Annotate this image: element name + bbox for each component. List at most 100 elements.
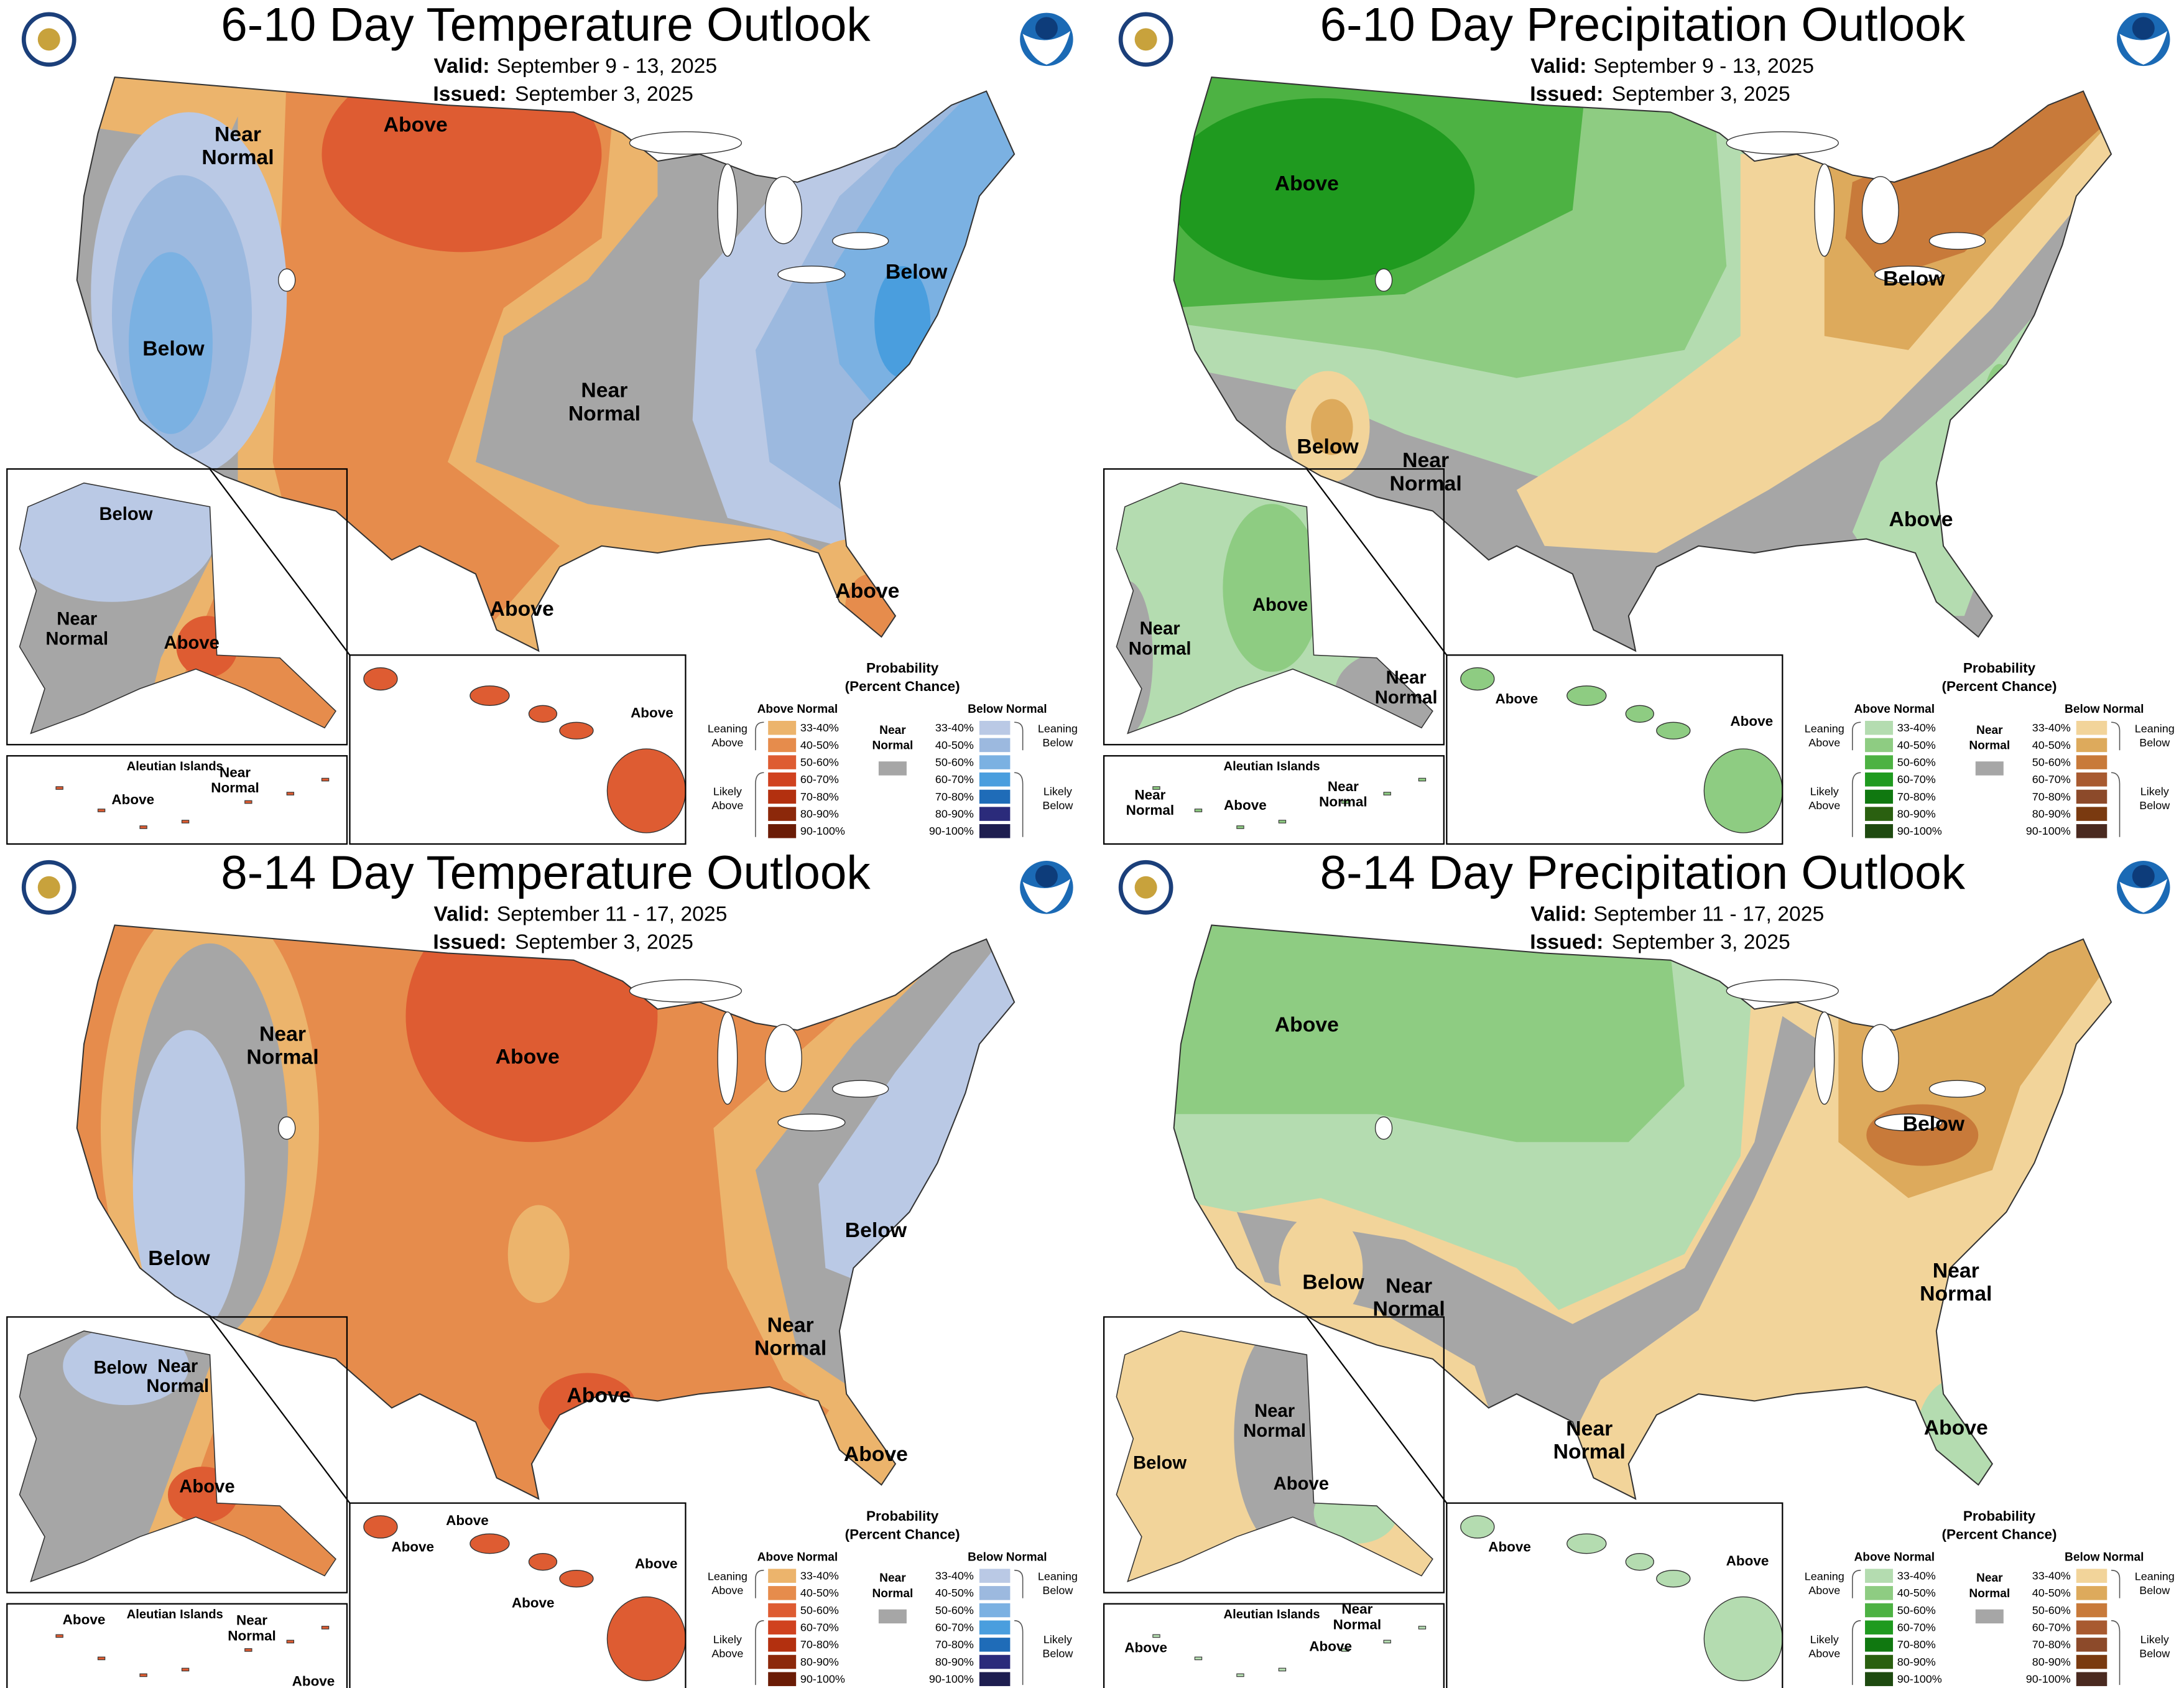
region-label: Near — [1134, 787, 1165, 802]
region-label: Normal — [1553, 1440, 1626, 1463]
legend-swatch — [1975, 1609, 2004, 1624]
legend-swatch — [1865, 1672, 1894, 1686]
legend-swatch — [2076, 738, 2108, 753]
legend-text: Probability — [866, 1508, 939, 1524]
lake — [764, 1024, 802, 1092]
hawaii-inset-box — [1446, 1502, 1784, 1688]
valid-dates: September 9 - 13, 2025 — [1594, 54, 1814, 78]
aleutian-island — [1152, 786, 1160, 790]
legend-swatch — [1865, 1586, 1894, 1600]
legend-swatch — [2076, 772, 2108, 787]
hawaii-island — [363, 1515, 398, 1539]
aleutian-island — [139, 825, 147, 829]
alaska-outline — [19, 1330, 336, 1582]
legend-text: 33-40% — [1897, 1570, 1936, 1582]
legend-text: 40-50% — [2032, 739, 2071, 751]
legend-text: 80-90% — [800, 808, 839, 820]
legend-swatch — [979, 1620, 1011, 1635]
legend-text: 60-70% — [2032, 1621, 2071, 1634]
legend-swatch — [2076, 1620, 2108, 1635]
doc-logo-center — [1134, 876, 1157, 899]
region-label: Near — [1566, 1417, 1613, 1440]
legend-text: Normal — [872, 740, 913, 753]
region-label: Near — [1386, 668, 1427, 688]
legend-text: 70-80% — [2032, 1638, 2071, 1651]
legend-text: 33-40% — [1897, 721, 1936, 734]
region-label: Above — [292, 1674, 335, 1688]
legend-text: Likely — [1043, 786, 1072, 798]
region-label: Near — [259, 1023, 306, 1046]
legend-swatch — [1865, 1569, 1894, 1583]
legend-text: 40-50% — [935, 1587, 974, 1599]
legend-text: 33-40% — [800, 1570, 839, 1582]
legend-text: 33-40% — [2032, 1570, 2071, 1582]
legend-text: 50-60% — [800, 756, 839, 768]
legend-swatch — [2076, 1638, 2108, 1652]
legend-swatch — [768, 1672, 797, 1686]
region-label: Above — [1488, 1539, 1531, 1555]
legend-text: Leaning — [1038, 722, 1078, 735]
region-label: Aleutian Islands — [1224, 1608, 1320, 1621]
region — [1173, 925, 1685, 1143]
region-label: Above — [844, 1442, 908, 1466]
region — [1223, 504, 1321, 672]
region-label: Near — [1341, 1602, 1372, 1617]
legend-text: Leaning — [708, 722, 747, 735]
aleutian-island — [181, 1667, 190, 1672]
legend-text: Likely — [1043, 1633, 1072, 1646]
region-label: Normal — [754, 1337, 826, 1360]
legend-swatch — [1865, 772, 1894, 787]
legend-text: 33-40% — [935, 1570, 974, 1582]
legend-swatch — [979, 772, 1011, 787]
region-label: Above — [384, 113, 448, 137]
legend-swatch — [979, 755, 1011, 769]
region-label: Near — [581, 379, 627, 402]
noaa-logo-top — [2132, 17, 2155, 40]
legend: Probability (Percent Chance) Above Normal B… — [708, 1508, 1078, 1686]
legend-swatch — [2076, 807, 2108, 821]
legend-text: Above — [1808, 736, 1840, 749]
valid-dates: September 11 - 17, 2025 — [497, 902, 728, 926]
aleutian-island — [139, 1673, 147, 1677]
legend-text: Above Normal — [757, 1551, 838, 1564]
region-label: Above — [111, 792, 154, 807]
legend: Probability (Percent Chance) Above Normal B… — [1805, 1508, 2175, 1686]
lake — [1928, 232, 1986, 250]
legend-swatch — [979, 1603, 1011, 1618]
hawaii-island — [559, 1569, 594, 1588]
legend: Probability (Percent Chance) Above Normal B… — [1805, 661, 2175, 838]
region-label: Below — [1133, 1453, 1187, 1473]
region-label: Near — [767, 1314, 814, 1337]
legend-text: Below Normal — [2065, 1551, 2144, 1564]
aleutian-island — [55, 1634, 63, 1638]
issued-label: Issued: — [1530, 82, 1603, 106]
hawaii-island — [470, 1533, 510, 1554]
legend-swatch — [979, 1654, 1011, 1669]
legend-text: Above Normal — [1854, 1551, 1935, 1564]
region-label: Near — [236, 1613, 267, 1628]
legend-swatch — [768, 738, 797, 753]
legend-text: Leaning — [2135, 1570, 2175, 1583]
region-label: Normal — [1920, 1282, 1992, 1305]
legend-swatch — [1865, 1620, 1894, 1635]
lake — [1726, 979, 1839, 1003]
legend-swatch — [2076, 1569, 2108, 1583]
legend-text: 60-70% — [2032, 773, 2071, 786]
aleutian-island — [1383, 1639, 1391, 1644]
region — [132, 1030, 245, 1338]
region-label: Normal — [1375, 688, 1438, 708]
legend-swatch — [979, 721, 1011, 735]
legend-swatch — [768, 1603, 797, 1618]
noaa-logo-bird — [2119, 30, 2168, 65]
region — [19, 483, 217, 602]
valid-dates: September 11 - 17, 2025 — [1594, 902, 1825, 926]
region-label: Above — [446, 1513, 489, 1528]
legend-text: 50-60% — [800, 1604, 839, 1616]
region — [1913, 1380, 1992, 1499]
region-label: Near — [1140, 619, 1180, 639]
region-label: Above — [1124, 1640, 1167, 1656]
region-label: Below — [886, 260, 948, 284]
inset-connector — [1306, 1316, 1448, 1504]
legend-swatch — [1865, 738, 1894, 753]
